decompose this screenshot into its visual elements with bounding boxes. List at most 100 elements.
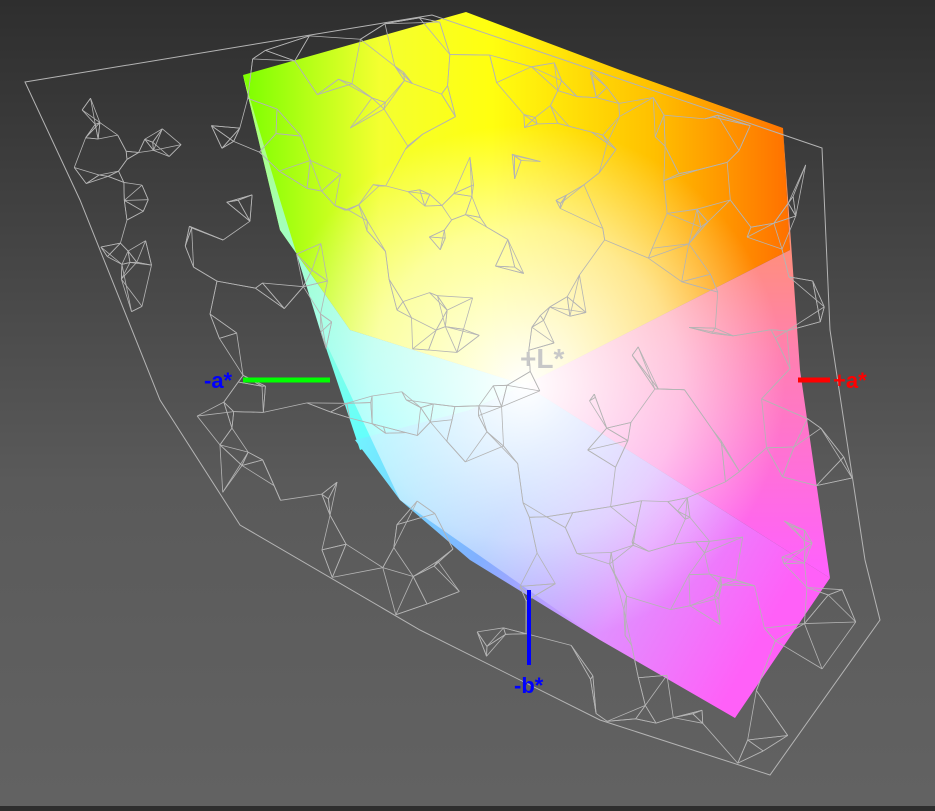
wireframe-edge [124,185,142,200]
wireframe-edge [145,129,162,139]
wireframe-edge [128,241,145,251]
wireframe-edge [99,175,108,176]
wireframe-edge [127,152,139,159]
wireframe-edge [331,403,347,412]
wireframe-edge [413,561,438,576]
wireframe-edge [220,445,223,492]
wireframe-edge [139,139,145,152]
wireframe-edge [738,751,764,763]
wireframe-edge [816,478,852,486]
wireframe-edge [504,628,506,634]
wireframe-edge [132,306,142,311]
wireframe-edge [487,634,506,656]
wireframe-edge [842,590,856,622]
wireframe-edge [425,205,442,206]
wireframe-edge [223,452,248,492]
wireframe-edge [775,641,822,669]
plus-l-axis-label: +L* [520,343,564,375]
wireframe-edge [788,165,805,203]
wireframe-edge [571,645,590,679]
wireframe-edge [322,544,346,550]
wireframe-edge [146,241,152,265]
wireframe-edge [255,283,262,288]
wireframe-edge [142,185,148,200]
plus-a-axis-label: +a* [833,368,867,394]
wireframe-edge [636,719,656,723]
wireframe-edge [98,123,100,139]
wireframe-edge [265,36,309,50]
wireframe-edge [242,460,263,466]
wireframe-edge [248,452,263,460]
wireframe-edge [126,151,138,152]
wireframe-edge [638,678,645,706]
wireframe-edge [645,675,667,705]
wireframe-edge [153,142,170,156]
wireframe-edge [434,566,459,591]
wireframe-edge [137,241,146,263]
wireframe-edge [263,386,265,412]
wireframe-edge [526,634,571,646]
wireframe-edge [383,568,396,615]
wireframe-edge [122,264,132,311]
wireframe-edge [86,175,99,184]
wireframe-edge [222,128,240,148]
wireframe-edge [122,251,128,264]
wireframe-edge [210,281,217,314]
wireframe-edge [242,452,248,465]
wireframe-edge [162,129,181,145]
wireframe-edge [234,412,264,413]
wireframe-edge [100,123,118,136]
wireframe-edge [813,281,825,307]
wireframe-edge [211,126,239,128]
wireframe-edge [262,283,303,287]
wireframe-edge [154,150,170,156]
wireframe-edge [413,577,427,604]
wireframe-edge [673,718,702,724]
wireframe-edge [330,515,346,544]
wireframe-edge [240,98,248,128]
wireframe-edge [645,705,656,723]
wireframe-edge [346,544,383,567]
wireframe-edge [756,691,787,736]
wireframe-edge [197,416,220,445]
wireframe-edge [118,135,127,151]
wireframe-edge [571,645,593,675]
wireframe-edge [120,243,128,251]
wireframe-edge [124,182,142,185]
wireframe-edge [98,135,118,139]
wireframe-edge [383,568,413,577]
wireframe-edge [748,691,757,740]
wireframe-edge [504,628,527,634]
wireframe-edge [223,221,250,240]
wireframe-edge [328,482,337,499]
wireframe-edge [124,200,127,220]
wireframe-edge [804,624,822,669]
wireframe-edge [74,168,99,175]
wireframe-edge [143,200,148,212]
wireframe-edge [332,568,382,578]
wireframe-edge [821,428,844,457]
wireframe-edge [74,168,86,184]
wireframe-edge [656,718,673,723]
wireframe-edge [383,548,394,568]
wireframe-edge [227,195,252,202]
wireframe-edge [101,247,122,264]
wireframe-edge [590,676,592,679]
wireframe-edge [220,428,232,445]
wireframe-edge [119,159,127,171]
wireframe-edge [142,265,152,306]
wireframe-edge [154,145,182,151]
wireframe-edge [332,544,346,577]
wireframe-edge [232,412,234,428]
wireframe-edge [477,628,503,632]
wireframe-edge [813,281,821,322]
wireframe-edge [638,675,667,678]
wireframe-edge [438,549,453,561]
wireframe-edge [396,577,413,615]
wireframe-edge [816,457,843,486]
wireframe-edge [107,257,122,265]
wireframe-edge [217,281,255,288]
wireframe-edge [121,279,142,306]
